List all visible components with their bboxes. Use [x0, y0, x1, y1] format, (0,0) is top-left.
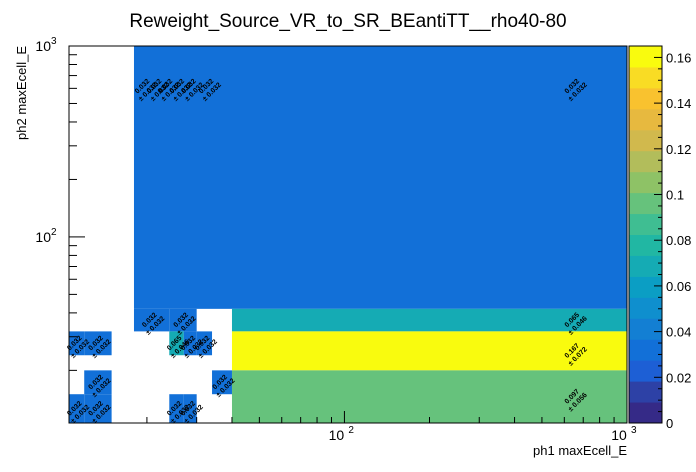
heatmap-cell	[133, 46, 627, 309]
x-tick-label: 10	[329, 427, 345, 443]
heatmap-cell	[169, 308, 197, 332]
y-tick-label: 10	[35, 229, 51, 245]
color-scale-band	[629, 87, 662, 110]
heatmap-cell	[183, 394, 197, 423]
heatmap-cell	[169, 394, 184, 423]
heatmap-cell	[183, 331, 197, 356]
color-scale-band	[629, 108, 662, 131]
color-scale-band	[629, 66, 662, 89]
x-axis-title: ph1 maxEcell_E	[533, 443, 627, 458]
color-scale-band	[629, 46, 662, 68]
y-tick-exponent: 3	[51, 36, 57, 47]
color-scale-label: 0.02	[666, 370, 691, 385]
color-scale-band	[629, 276, 662, 298]
heatmap-cell	[133, 308, 170, 332]
heatmap-cell	[212, 370, 232, 395]
y-tick-label: 10	[35, 38, 51, 54]
color-scale-band	[629, 213, 662, 235]
heatmap-cell	[196, 331, 213, 356]
chart-title: Reweight_Source_VR_to_SR_BEantiTT__rho40…	[129, 11, 566, 32]
color-scale-label: 0.04	[666, 325, 691, 340]
color-scale-band	[629, 171, 662, 194]
color-scale-label: 0.1	[666, 188, 684, 203]
color-scale-label: 0.16	[666, 50, 691, 65]
y-tick-exponent: 2	[51, 227, 57, 238]
x-tick-exponent: 3	[631, 425, 637, 436]
color-scale-band	[629, 129, 662, 152]
color-scale-band	[629, 402, 662, 424]
y-axis-title: ph2 maxEcell_E	[14, 46, 29, 140]
color-scale-label: 0	[666, 416, 673, 431]
heatmap-cell	[84, 394, 112, 423]
color-scale: 0 0.02 0.04 0.06 0.08 0.1 0.12 0.14 0.16	[628, 45, 691, 431]
x-tick-label: 10	[611, 427, 627, 443]
heatmap-cell	[231, 370, 627, 423]
heatmap-cell	[69, 394, 85, 423]
color-scale-label: 0.08	[666, 233, 691, 248]
heatmap-cell	[69, 331, 85, 356]
color-scale-band	[629, 234, 662, 256]
color-scale-band	[629, 360, 662, 382]
color-scale-frame	[628, 45, 663, 424]
heatmap-cells	[69, 46, 627, 423]
color-scale-band	[629, 297, 662, 319]
color-scale-band	[629, 381, 662, 403]
color-scale-band	[629, 150, 662, 173]
plot-frame	[68, 45, 628, 424]
color-scale-band	[629, 318, 662, 340]
color-scale-label: 0.12	[666, 142, 691, 157]
heatmap-cell	[84, 331, 112, 356]
x-axis: 10 2 10 3	[146, 411, 637, 443]
x-tick-exponent: 2	[348, 425, 354, 436]
color-scale-band	[629, 192, 662, 215]
heatmap-cell	[84, 370, 112, 395]
color-scale-band	[629, 339, 662, 361]
heatmap-cell	[169, 331, 184, 356]
color-scale-band	[629, 255, 662, 277]
color-scale-label: 0.06	[666, 279, 691, 294]
heatmap-cell	[231, 308, 627, 332]
heatmap-cell	[231, 331, 627, 371]
color-scale-label: 0.14	[666, 96, 691, 111]
